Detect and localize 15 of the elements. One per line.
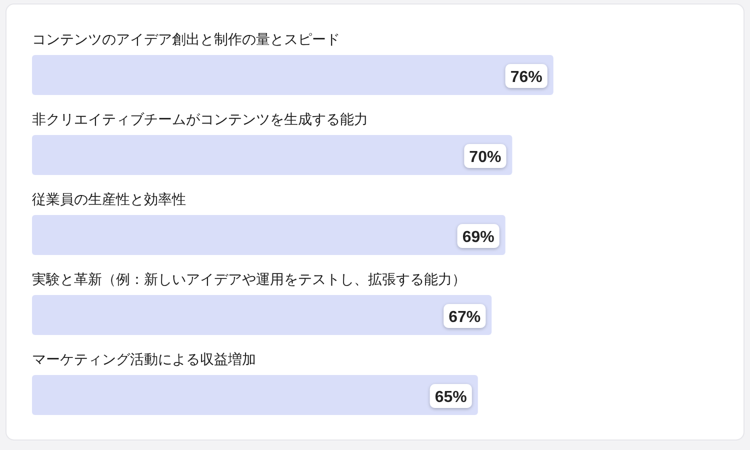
data-label: 67%	[448, 309, 481, 326]
y-tick-label: コンテンツのアイデア創出と制作の量とスピード	[32, 31, 340, 47]
bar	[32, 215, 506, 255]
y-tick-label: 非クリエイティブチームがコンテンツを生成する能力	[32, 111, 368, 127]
bar	[32, 375, 478, 415]
y-tick-label: 実験と革新（例：新しいアイデアや運用をテストし、拡張する能力）	[32, 271, 466, 287]
data-label: 76%	[510, 69, 542, 86]
bar	[32, 135, 512, 175]
bar	[32, 55, 554, 95]
data-label: 65%	[434, 389, 467, 406]
bar	[32, 295, 492, 335]
data-label: 70%	[469, 149, 502, 166]
y-tick-label: 従業員の生産性と効率性	[32, 191, 186, 207]
y-tick-label: マーケティング活動による収益増加	[32, 351, 256, 367]
data-label: 69%	[462, 229, 494, 246]
